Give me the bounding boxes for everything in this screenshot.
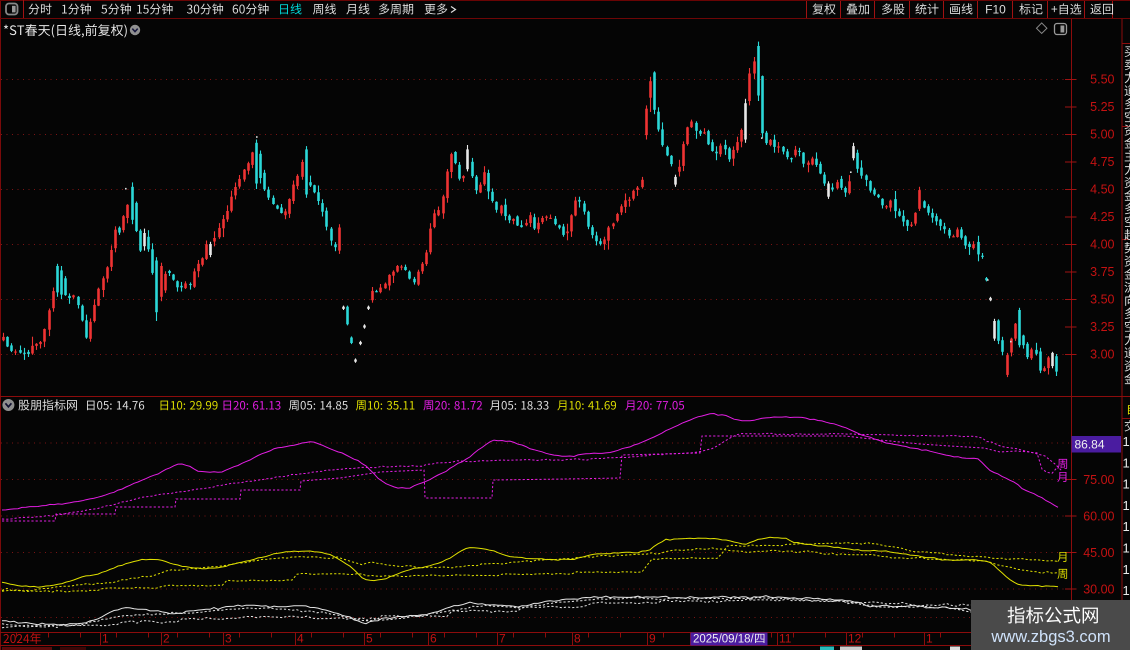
svg-text:5.50: 5.50 bbox=[1090, 73, 1114, 87]
svg-text:9: 9 bbox=[649, 632, 656, 646]
svg-text:1: 1 bbox=[102, 632, 109, 646]
svg-text:5: 5 bbox=[366, 632, 373, 646]
svg-text:3.25: 3.25 bbox=[1090, 320, 1114, 334]
svg-text:1: 1 bbox=[1123, 583, 1130, 598]
svg-text:60.00: 60.00 bbox=[1083, 510, 1114, 524]
svg-text:3.75: 3.75 bbox=[1090, 265, 1114, 279]
svg-text:75.00: 75.00 bbox=[1083, 473, 1114, 487]
svg-text:3: 3 bbox=[225, 632, 232, 646]
svg-text:3.00: 3.00 bbox=[1090, 348, 1114, 362]
svg-text:2: 2 bbox=[163, 632, 170, 646]
svg-text:7: 7 bbox=[499, 632, 506, 646]
svg-text:1: 1 bbox=[1123, 498, 1130, 513]
svg-text:3.50: 3.50 bbox=[1090, 293, 1114, 307]
svg-text:1: 1 bbox=[1123, 541, 1130, 556]
svg-text:6: 6 bbox=[430, 632, 437, 646]
svg-text:www.zbgs3.com: www.zbgs3.com bbox=[990, 628, 1110, 646]
svg-text:1: 1 bbox=[926, 632, 933, 646]
svg-text:4: 4 bbox=[297, 632, 304, 646]
svg-text:45.00: 45.00 bbox=[1083, 546, 1114, 560]
svg-text:1: 1 bbox=[1123, 519, 1130, 534]
svg-text:12: 12 bbox=[848, 632, 862, 646]
svg-text:1: 1 bbox=[1123, 434, 1130, 449]
svg-text:30.00: 30.00 bbox=[1083, 583, 1114, 597]
svg-text:1: 1 bbox=[1123, 562, 1130, 577]
svg-text:8: 8 bbox=[574, 632, 581, 646]
svg-text:86.84: 86.84 bbox=[1075, 438, 1105, 452]
svg-text:5.25: 5.25 bbox=[1090, 100, 1114, 114]
svg-text:1: 1 bbox=[1123, 477, 1130, 492]
svg-text:5.00: 5.00 bbox=[1090, 128, 1114, 142]
svg-text:4.25: 4.25 bbox=[1090, 210, 1114, 224]
svg-text:4.75: 4.75 bbox=[1090, 155, 1114, 169]
svg-text:4.00: 4.00 bbox=[1090, 238, 1114, 252]
svg-text:F10: F10 bbox=[985, 3, 1006, 17]
svg-text:11: 11 bbox=[779, 632, 792, 646]
svg-text:4.50: 4.50 bbox=[1090, 183, 1114, 197]
svg-text:1: 1 bbox=[1123, 455, 1130, 470]
svg-text:2025/09/18/: 2025/09/18/ bbox=[693, 634, 755, 646]
